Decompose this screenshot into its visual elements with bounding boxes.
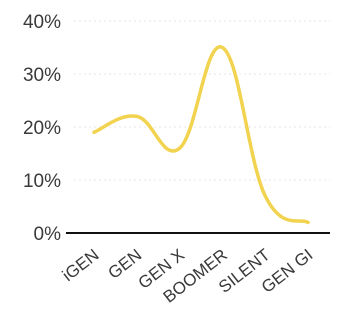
data-point-silent [263,194,267,198]
y-tick-label: 30% [23,65,61,86]
y-tick-label: 0% [34,224,62,245]
y-tick-label: 40% [23,12,61,33]
data-point-gen-x [178,146,182,150]
data-point-igen [92,130,96,134]
series-line [92,45,310,225]
gridlines [74,20,330,181]
data-point-gen [135,114,139,118]
data-point-boomer [220,46,224,49]
y-tick-label: 10% [23,171,61,192]
y-tick-label: 20% [23,118,61,139]
y-axis-tick-labels: 0% 10% 20% 30% 40% [23,12,61,245]
data-point-gen-gi [306,220,310,224]
series-layer [92,45,310,225]
x-category-label: iGEN [59,245,103,285]
